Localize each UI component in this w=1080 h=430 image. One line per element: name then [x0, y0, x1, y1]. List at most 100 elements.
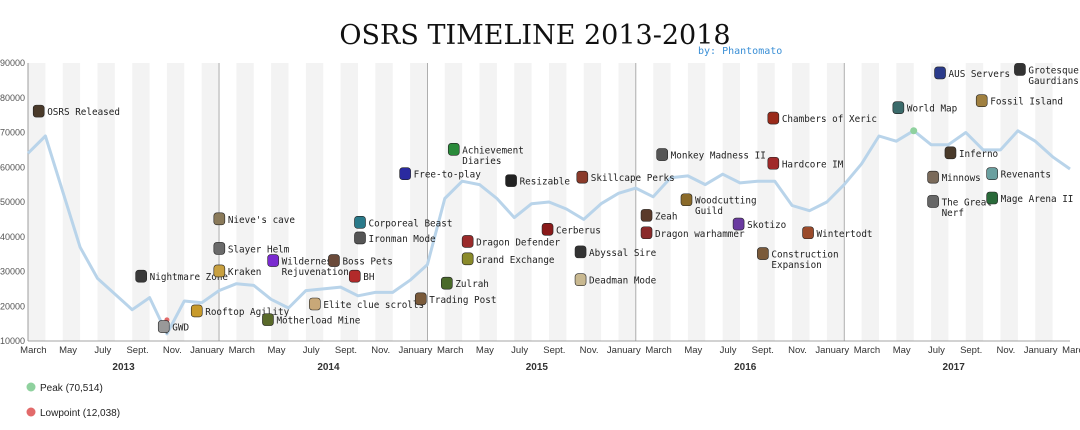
defender-icon	[461, 235, 474, 248]
month-band	[861, 63, 879, 341]
y-tick-label: 40000	[0, 232, 25, 242]
peak-legend-marker	[26, 382, 36, 392]
month-band	[757, 63, 775, 341]
annotation-label: AUS Servers	[949, 69, 1011, 80]
annotation-label: Expansion	[771, 260, 821, 271]
fossil-icon	[975, 94, 988, 107]
year-label: 2016	[734, 362, 757, 373]
year-label: 2015	[526, 362, 549, 373]
x-tick-label: January	[815, 345, 849, 356]
mage-arena-icon	[986, 191, 998, 205]
inferno-icon	[944, 146, 957, 160]
annotation-label: Ironman Mode	[368, 234, 436, 245]
x-tick-label: January	[190, 345, 224, 356]
month-band	[583, 63, 602, 341]
annotation-label: Mage Arena II	[1001, 194, 1074, 205]
axes	[27, 63, 1070, 342]
year-label: 2013	[112, 362, 135, 373]
annotation-label: Hardcore IM	[782, 159, 844, 170]
legend: Peak (70,514) Lowpoint (12,038)	[26, 382, 120, 419]
annotation-label: Gaurdians	[1028, 76, 1078, 87]
hcim-icon	[767, 156, 780, 170]
annotation-label: Deadman Mode	[589, 276, 657, 287]
cerberus-icon	[541, 222, 554, 236]
flag-icon	[934, 66, 946, 80]
annotation-label: Skillcape Perks	[591, 173, 675, 184]
annotation-label: Inferno	[959, 149, 998, 160]
annotation-label: Corporeal Beast	[368, 218, 452, 229]
x-tick-label: Sept.	[752, 345, 774, 356]
year-label: 2017	[943, 362, 966, 373]
woodcutting-icon	[680, 193, 693, 207]
annotation-label: Zulrah	[455, 279, 489, 290]
ge-icon	[461, 252, 474, 266]
xeric-icon	[767, 111, 780, 125]
annotation-label: Woodcutting	[695, 196, 757, 207]
annotation-label: Grand Exchange	[476, 255, 555, 266]
resize-icon	[505, 174, 517, 187]
annotation-label: Fossil Island	[990, 97, 1063, 108]
month-band	[62, 63, 81, 341]
annotation-label: Skotizo	[747, 220, 786, 231]
annotation-label: Dragon warhammer	[655, 229, 745, 240]
month-band	[410, 63, 428, 341]
annotation-label: Nerf	[942, 208, 964, 219]
y-tick-label: 60000	[0, 162, 25, 172]
annotation-label: Diaries	[462, 156, 501, 167]
annotation-label: Guild	[695, 206, 723, 217]
x-tick-label: March	[1062, 345, 1080, 356]
y-tick-label: 50000	[0, 197, 25, 207]
month-band	[271, 63, 289, 341]
annotation-label: OSRS Released	[47, 107, 120, 118]
x-tick-label: July	[720, 345, 737, 356]
annotation-label: Abyssal Sire	[589, 248, 657, 259]
x-tick-label: Sept.	[126, 345, 148, 356]
x-tick-label: Nov.	[996, 345, 1015, 356]
year-gridlines	[218, 63, 845, 341]
year-label: 2014	[317, 362, 340, 373]
x-tick-label: March	[645, 345, 671, 356]
x-tick-label: January	[1024, 345, 1058, 356]
annotation-label: Rejuvenation	[282, 267, 349, 278]
corp-icon	[354, 216, 366, 229]
minnow-icon	[927, 170, 939, 184]
annotation-label: Trading Post	[429, 295, 496, 306]
x-axis-year-labels: 2013 2014 2015 2016 2017	[112, 362, 965, 373]
month-band	[965, 63, 984, 341]
grotesque-icon	[1014, 63, 1026, 76]
lowpoint-legend-label: Lowpoint (12,038)	[40, 408, 120, 419]
diary-icon	[447, 143, 460, 156]
kraken-icon	[213, 264, 226, 278]
annotation-label: Dragon Defender	[476, 237, 560, 248]
annotation-label: Wilderness	[282, 257, 338, 268]
zulrah-icon	[441, 276, 453, 290]
clue-icon	[309, 297, 321, 311]
annotation-label: BH	[363, 272, 374, 283]
x-tick-label: Nov.	[580, 345, 599, 356]
annotation-label: Achievement	[462, 145, 524, 156]
y-tick-label: 90000	[0, 58, 25, 68]
skillcape-icon	[576, 170, 589, 184]
motherlode-icon	[262, 313, 274, 326]
x-tick-label: July	[511, 345, 528, 356]
annotation-label: Minnows	[942, 173, 981, 184]
zeah-icon	[640, 209, 653, 222]
month-band	[826, 63, 845, 341]
x-tick-label: July	[928, 345, 945, 356]
annotation-label: The Great	[942, 197, 992, 208]
annotation-label: Revenants	[1001, 170, 1051, 181]
construction-icon	[757, 247, 769, 260]
x-tick-label: March	[20, 345, 46, 356]
y-tick-label: 70000	[0, 128, 25, 138]
pet-icon	[328, 254, 340, 267]
annotation-label: Zeah	[655, 211, 677, 222]
x-tick-label: May	[268, 345, 286, 356]
x-tick-label: Nov.	[371, 345, 390, 356]
month-band	[305, 63, 324, 341]
annotation-label: Cerberus	[556, 225, 601, 236]
annotation-label: Wintertodt	[817, 229, 873, 240]
wilderness-icon	[267, 254, 279, 267]
month-band	[514, 63, 532, 341]
chart-subtitle: by: Phantomato	[698, 46, 782, 57]
